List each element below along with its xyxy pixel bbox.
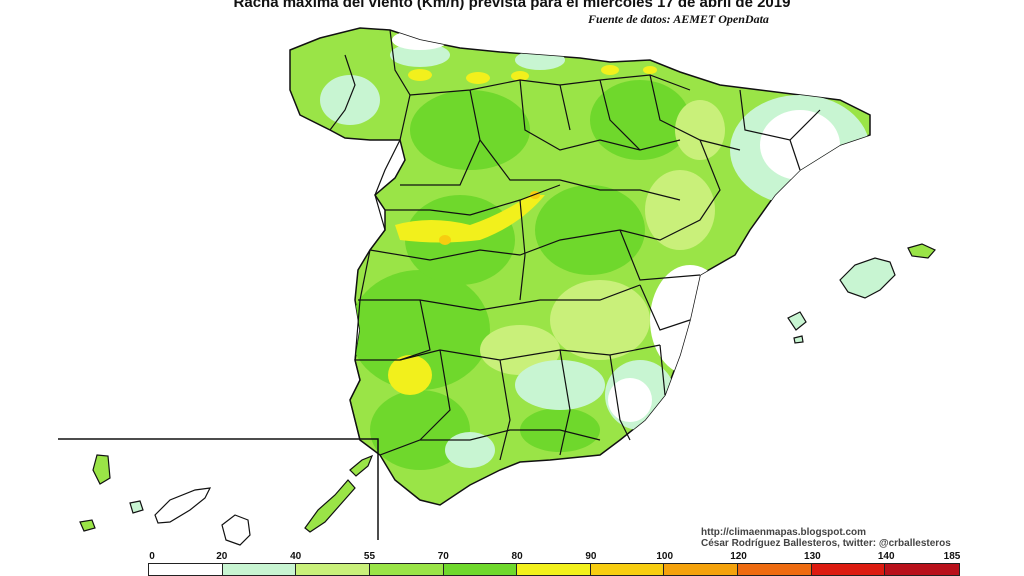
legend-swatch <box>369 564 444 575</box>
island-la-palma <box>92 454 111 485</box>
legend-swatch <box>149 564 223 575</box>
island-el-hierro <box>79 519 96 532</box>
legend-tick-label: 20 <box>216 551 228 562</box>
inset-frame <box>58 438 379 540</box>
province-boundaries <box>329 29 821 461</box>
island-la-gomera <box>129 500 144 514</box>
legend-swatch <box>738 564 812 575</box>
legend-swatch <box>590 564 665 575</box>
wind-gust-map <box>58 27 936 546</box>
credits-author: César Rodríguez Ballesteros, twitter: @c… <box>701 538 951 549</box>
balearic-islands <box>787 243 936 344</box>
island-tenerife <box>154 487 212 524</box>
legend-tick-label: 100 <box>656 551 674 562</box>
island-gran-canaria <box>221 514 251 546</box>
island-fuerteventura <box>304 479 356 533</box>
legend-tick-label: 120 <box>730 551 747 562</box>
legend-tick-label: 185 <box>943 551 961 562</box>
legend-bar <box>148 563 960 576</box>
legend-swatch <box>443 564 518 575</box>
legend-swatch <box>664 564 739 575</box>
portugal-border <box>349 139 401 441</box>
island-ibiza <box>787 311 807 331</box>
legend-swatch <box>296 564 370 575</box>
legend-tick-label: 40 <box>290 551 302 562</box>
legend-tick-label: 0 <box>149 551 155 562</box>
legend-tick-label: 140 <box>877 551 895 562</box>
legend-tick-label: 90 <box>585 551 597 562</box>
legend-swatch <box>517 564 591 575</box>
island-formentera <box>793 335 804 344</box>
legend-tick-label: 130 <box>804 551 821 562</box>
island-menorca <box>907 243 936 259</box>
legend-swatch <box>885 564 960 575</box>
map-title: Racha máxima del viento (Km/h) prevista … <box>233 0 791 11</box>
canary-inset <box>58 438 379 546</box>
legend-swatch <box>222 564 297 575</box>
island-lanzarote <box>349 454 374 477</box>
data-source: Fuente de datos: AEMET OpenData <box>588 12 769 26</box>
legend-tick-label: 55 <box>363 551 376 562</box>
legend: 0 20 40 55 70 80 90 100 120 130 140 185 <box>148 551 960 576</box>
legend-tick-label: 80 <box>511 551 523 562</box>
island-mallorca <box>839 257 896 299</box>
legend-swatch <box>811 564 886 575</box>
credits: http://climaenmapas.blogspot.com César R… <box>701 527 951 549</box>
legend-tick-label: 70 <box>437 551 449 562</box>
credits-url[interactable]: http://climaenmapas.blogspot.com <box>701 527 867 538</box>
